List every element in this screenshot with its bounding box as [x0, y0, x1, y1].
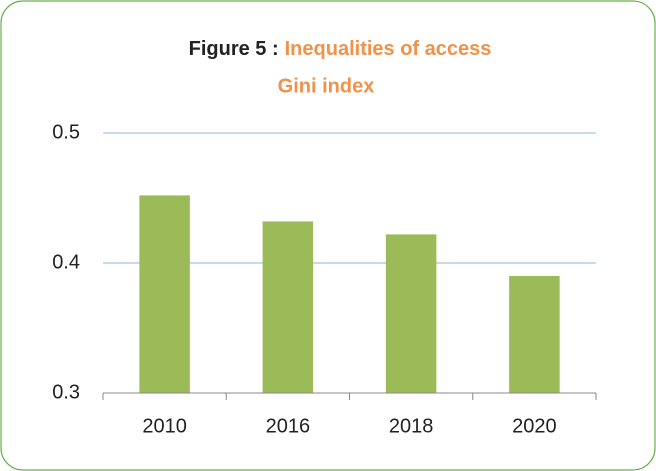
chart-title: Figure 5 : Inequalities of access — [189, 38, 492, 60]
bar — [509, 276, 560, 393]
bar — [262, 221, 314, 393]
x-tick-label: 2018 — [389, 415, 434, 437]
bar — [139, 195, 190, 393]
x-tick-label: 2020 — [512, 415, 557, 437]
title-label: Figure 5 : — [189, 38, 279, 60]
chart-subtitle: Gini index — [278, 75, 375, 97]
title-text: Inequalities of access — [285, 38, 492, 60]
bar — [385, 234, 437, 393]
y-tick-label: 0.3 — [52, 381, 80, 403]
y-tick-label: 0.4 — [52, 251, 80, 273]
y-tick-label: 0.5 — [52, 121, 80, 143]
x-tick-label: 2010 — [142, 415, 187, 437]
x-tick-label: 2016 — [266, 415, 311, 437]
